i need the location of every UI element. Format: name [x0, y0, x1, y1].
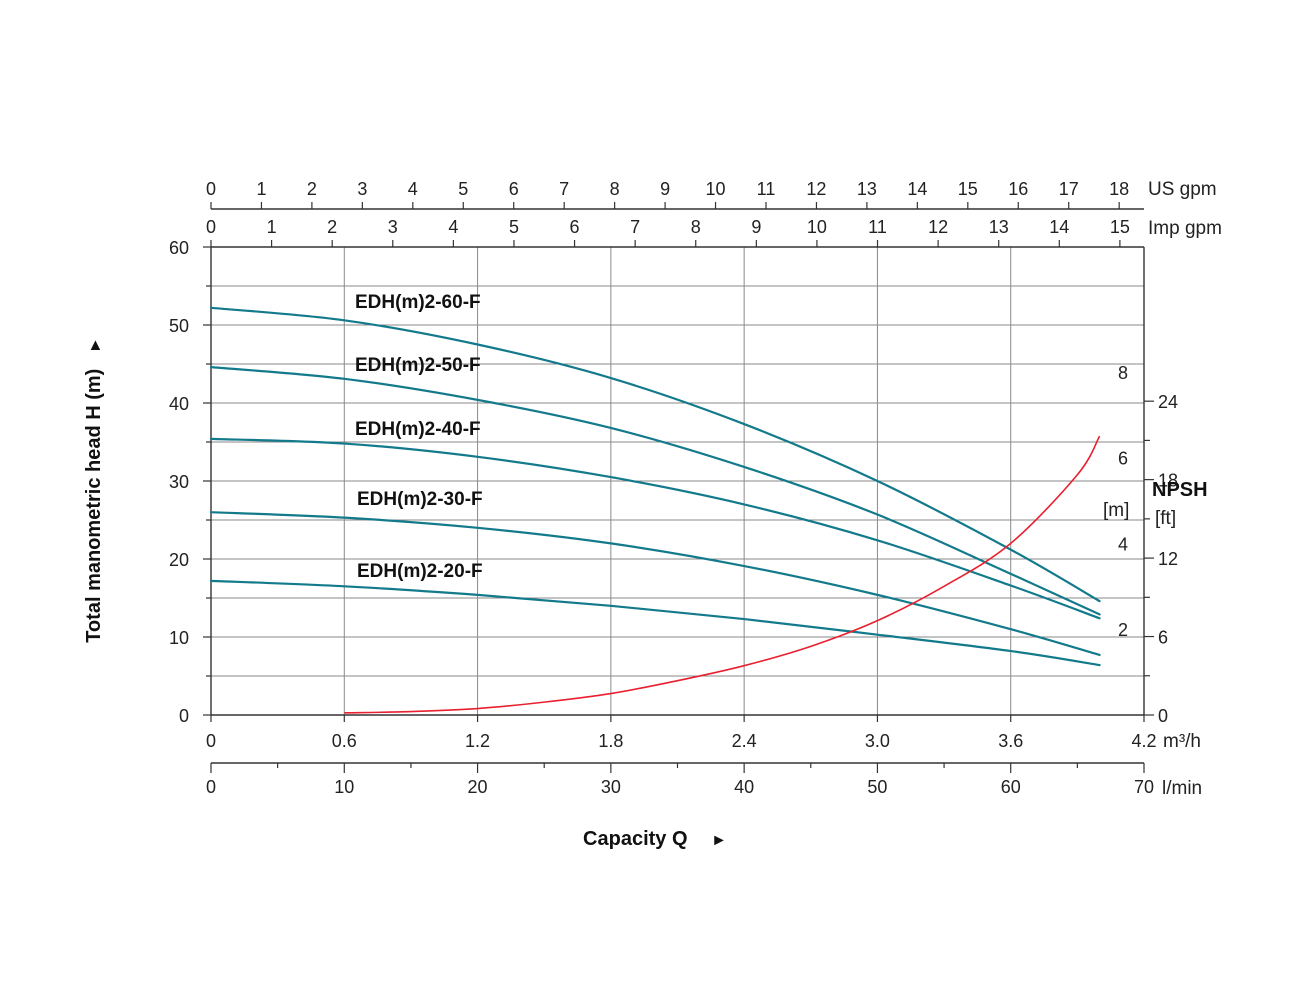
x-tick-label-m3h: 3.6: [998, 731, 1023, 751]
x-tick-label-us-gpm: 2: [307, 179, 317, 199]
npsh-m-tick-label: 8: [1118, 363, 1128, 383]
x-tick-label-us-gpm: 16: [1008, 179, 1028, 199]
x-tick-label-us-gpm: 3: [357, 179, 367, 199]
x-tick-label-lmin: 70: [1134, 777, 1154, 797]
x-tick-label-lmin: 0: [206, 777, 216, 797]
npsh-m-tick-label: 2: [1118, 620, 1128, 640]
npsh-ft-tick-label: 6: [1158, 628, 1168, 648]
y-tick-label: 10: [169, 628, 189, 648]
npsh-ft-tick-label: 18: [1158, 471, 1178, 491]
series-line-edh-m-2-60-f: [209, 306, 1101, 603]
grid: [211, 247, 1144, 715]
curves: [209, 306, 1101, 714]
npsh-ft-unit: [ft]: [1155, 508, 1176, 529]
x-tick-label-us-gpm: 0: [206, 179, 216, 199]
y-tick-label: 50: [169, 316, 189, 336]
series-label: EDH(m)2-50-F: [355, 355, 481, 376]
y-axis-title: Total manometric head H (m) ►: [83, 337, 105, 643]
x-tick-label-imp-gpm: 12: [928, 217, 948, 237]
imp-gpm-unit: Imp gpm: [1148, 218, 1222, 239]
x-tick-label-m3h: 0.6: [332, 731, 357, 751]
x-tick-label-us-gpm: 8: [610, 179, 620, 199]
x-tick-label-lmin: 50: [867, 777, 887, 797]
y-tick-label: 60: [169, 238, 189, 258]
x-axis-title-arrow: ►: [711, 832, 727, 849]
x-tick-label-us-gpm: 7: [559, 179, 569, 199]
x-tick-label-lmin: 10: [334, 777, 354, 797]
x-tick-label-imp-gpm: 4: [448, 217, 458, 237]
x-tick-label-imp-gpm: 10: [807, 217, 827, 237]
x-tick-label-m3h: 4.2: [1131, 731, 1156, 751]
x-tick-label-m3h: 3.0: [865, 731, 890, 751]
x-tick-label-imp-gpm: 1: [267, 217, 277, 237]
series-label: EDH(m)2-30-F: [357, 489, 483, 510]
x-axis-title-text: Capacity Q: [583, 828, 687, 850]
y-axis-title-text: Total manometric head H (m): [83, 369, 105, 643]
x-tick-label-lmin: 30: [601, 777, 621, 797]
x-tick-label-us-gpm: 6: [509, 179, 519, 199]
x-tick-label-imp-gpm: 3: [388, 217, 398, 237]
series-line-edh-m-2-50-f: [209, 366, 1101, 616]
x-tick-label-imp-gpm: 2: [327, 217, 337, 237]
axes: [203, 202, 1154, 773]
series-line-edh-m-2-20-f: [209, 579, 1101, 667]
series-line-edh-m-2-40-f: [209, 437, 1101, 620]
m3h-unit: m³/h: [1163, 731, 1201, 752]
y-tick-label: 20: [169, 550, 189, 570]
x-tick-label-us-gpm: 10: [706, 179, 726, 199]
npsh-m-unit: [m]: [1103, 500, 1129, 521]
x-tick-label-us-gpm: 14: [907, 179, 927, 199]
x-tick-label-us-gpm: 11: [757, 179, 776, 199]
y-tick-label: 40: [169, 394, 189, 414]
series-label: EDH(m)2-40-F: [355, 419, 481, 440]
x-tick-label-imp-gpm: 14: [1049, 217, 1069, 237]
x-tick-label-m3h: 1.8: [598, 731, 623, 751]
y-axis-title-arrow: ►: [87, 337, 104, 353]
x-tick-label-m3h: 0: [206, 731, 216, 751]
x-tick-label-imp-gpm: 9: [751, 217, 761, 237]
x-tick-label-imp-gpm: 11: [868, 217, 887, 237]
npsh-m-tick-label: 4: [1118, 534, 1128, 554]
us-gpm-unit: US gpm: [1148, 179, 1217, 200]
x-tick-label-m3h: 1.2: [465, 731, 490, 751]
x-tick-label-imp-gpm: 6: [570, 217, 580, 237]
npsh-ft-tick-label: 24: [1158, 392, 1178, 412]
npsh-ft-tick-label: 0: [1158, 706, 1168, 726]
x-tick-label-imp-gpm: 5: [509, 217, 519, 237]
x-tick-label-lmin: 40: [734, 777, 754, 797]
x-tick-label-us-gpm: 12: [806, 179, 826, 199]
y-tick-label: 0: [179, 706, 189, 726]
series-label: EDH(m)2-20-F: [357, 561, 483, 582]
x-tick-label-us-gpm: 18: [1109, 179, 1129, 199]
x-tick-label-m3h: 2.4: [732, 731, 757, 751]
x-tick-label-lmin: 60: [1001, 777, 1021, 797]
x-tick-label-lmin: 20: [468, 777, 488, 797]
x-tick-label-us-gpm: 13: [857, 179, 877, 199]
x-axis-title: Capacity Q ►: [583, 828, 727, 850]
x-tick-label-us-gpm: 9: [660, 179, 670, 199]
x-tick-label-us-gpm: 5: [458, 179, 468, 199]
x-tick-label-us-gpm: 1: [256, 179, 266, 199]
x-tick-label-imp-gpm: 15: [1110, 217, 1130, 237]
series-line-edh-m-2-30-f: [209, 511, 1101, 657]
x-tick-label-imp-gpm: 8: [691, 217, 701, 237]
y-tick-label: 30: [169, 472, 189, 492]
lmin-unit: l/min: [1162, 778, 1202, 799]
x-tick-label-us-gpm: 17: [1059, 179, 1079, 199]
x-tick-label-imp-gpm: 13: [989, 217, 1009, 237]
series-label: EDH(m)2-60-F: [355, 292, 481, 313]
npsh-ft-tick-label: 12: [1158, 549, 1178, 569]
x-tick-label-us-gpm: 4: [408, 179, 418, 199]
npsh-title: NPSH: [1152, 479, 1208, 501]
npsh-m-tick-label: 6: [1118, 449, 1128, 469]
x-tick-label-imp-gpm: 7: [630, 217, 640, 237]
x-tick-label-us-gpm: 15: [958, 179, 978, 199]
npsh-curve-line: [344, 435, 1101, 714]
x-tick-label-imp-gpm: 0: [206, 217, 216, 237]
